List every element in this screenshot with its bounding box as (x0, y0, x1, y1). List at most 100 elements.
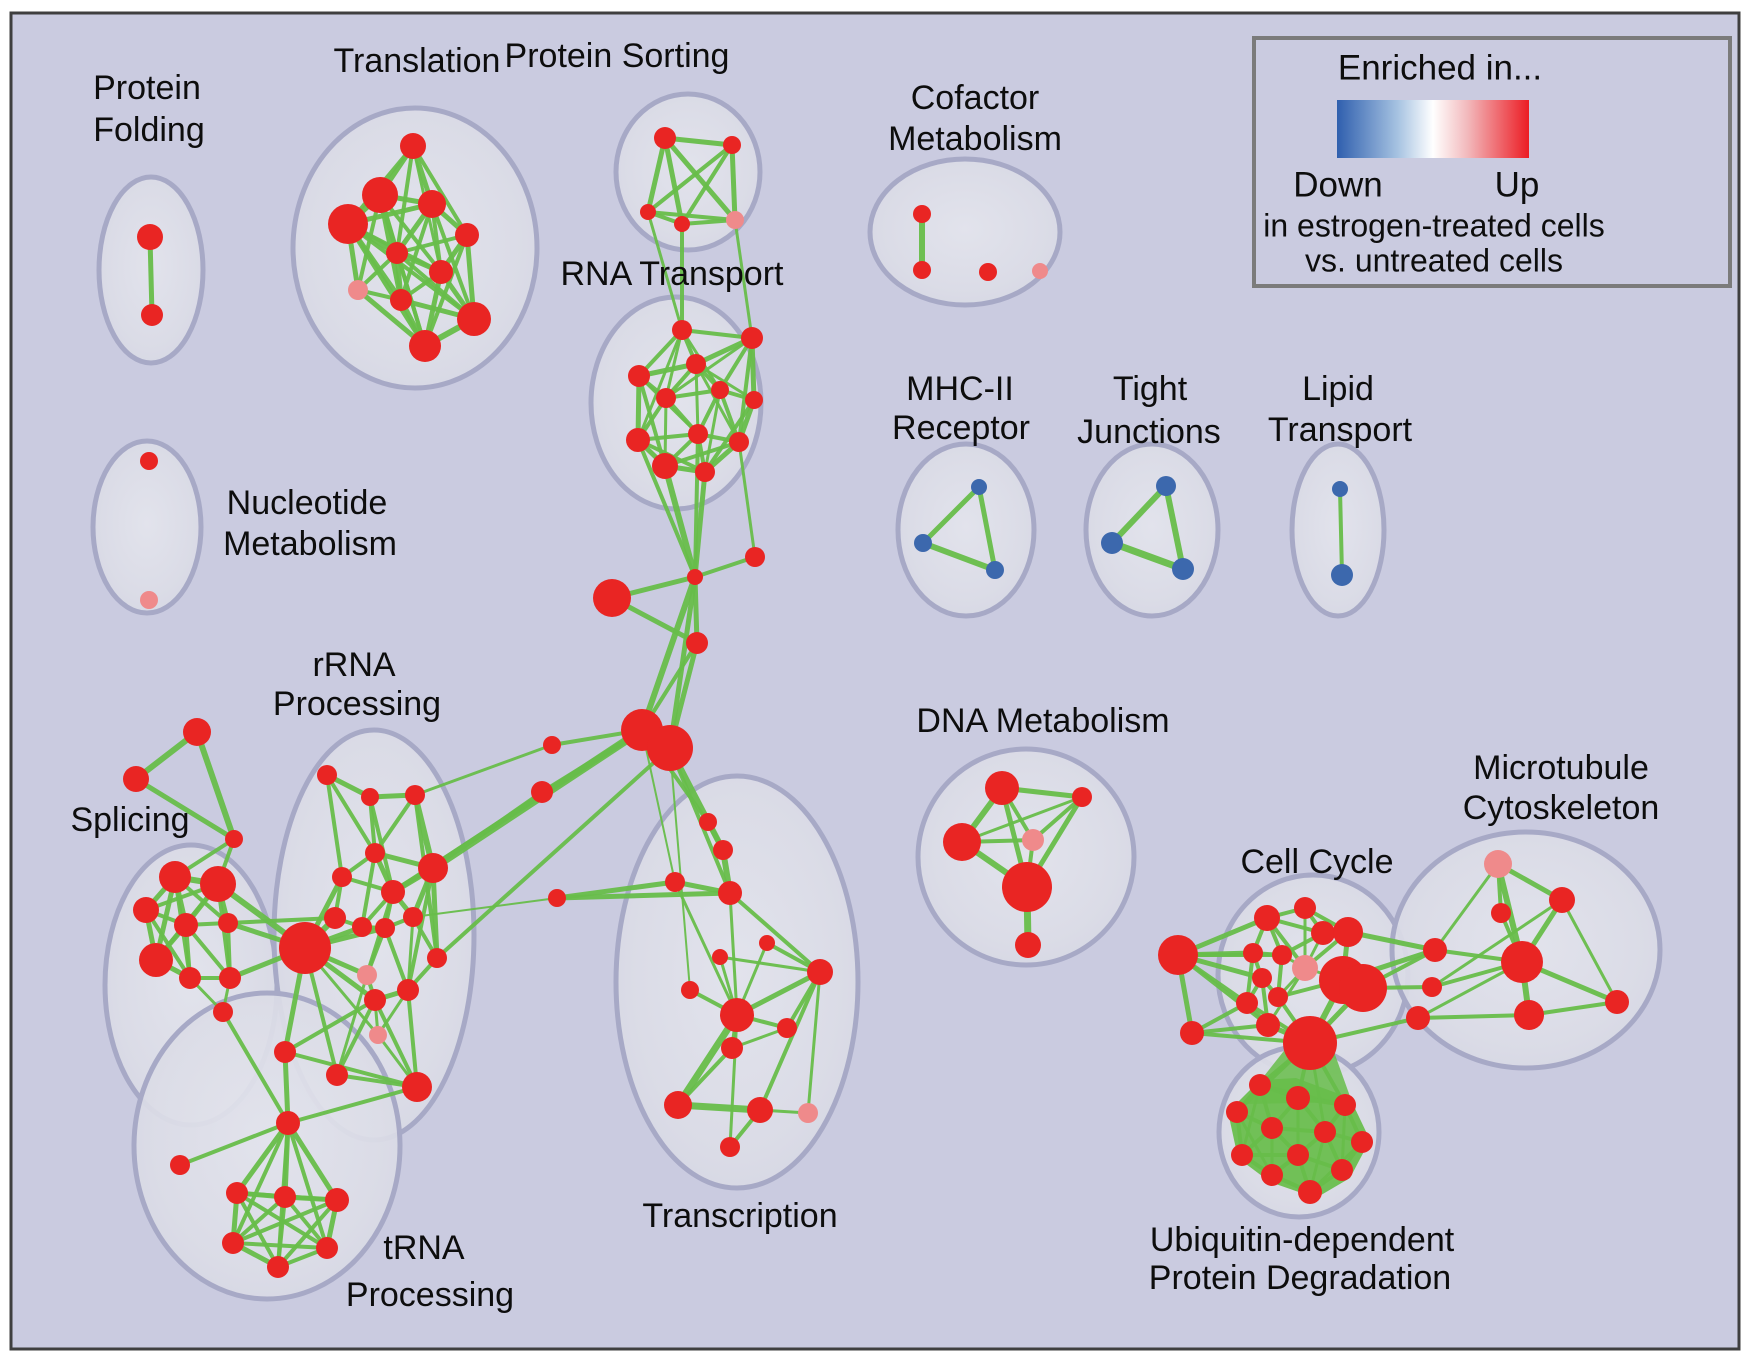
rrna-processing-edge (325, 773, 377, 855)
trna-processing-edge (276, 1198, 339, 1269)
trna-processing-node (226, 1182, 248, 1204)
transcription-label: Transcription (642, 1197, 837, 1235)
transcription-node (664, 1091, 692, 1119)
protein-sorting-label: Protein Sorting (505, 37, 730, 75)
nucleotide-metabolism-node (140, 452, 158, 470)
microtubule-node (1484, 850, 1512, 878)
trna-processing-node (316, 1237, 338, 1259)
splicing-node (159, 861, 191, 893)
rrna-processing-edge (373, 998, 419, 1089)
dna-metabolism-node (1022, 829, 1044, 851)
dna-metabolism-node (1072, 787, 1092, 807)
connectors-node (531, 781, 553, 803)
rrna-processing-edge (325, 773, 344, 879)
legend-subtitle-line1: in estrogen-treated cells (1263, 207, 1605, 243)
transcription-edge (728, 1013, 739, 1149)
cell-cycle-node (1268, 987, 1288, 1007)
rrna-processing-node (365, 843, 385, 863)
connectors-node (548, 889, 566, 907)
ubiquitin-node (1287, 1144, 1309, 1166)
connectors-node (647, 725, 693, 771)
transcription-node (665, 872, 685, 892)
transcription-edge (674, 1011, 741, 1109)
cofactor-metabolism-node (979, 263, 997, 281)
translation-node (400, 133, 426, 159)
trna-processing-edge (231, 1121, 290, 1245)
protein-sorting-to-rna-transport-edge (733, 218, 754, 340)
rna-transport-to-connectors-edge (636, 438, 697, 579)
rna-transport-edge (664, 336, 754, 400)
transcription-edge (718, 955, 822, 974)
mhc-receptor-node (986, 561, 1004, 579)
dna-metabolism-node (985, 771, 1019, 805)
cell-cycle-node (1339, 964, 1387, 1012)
ubiquitin-node (1286, 1086, 1310, 1110)
connectors-to-transcription-edge (669, 747, 691, 991)
protein-sorting-edge (680, 143, 734, 226)
ubiquitin-label: Ubiquitin-dependent (1150, 1221, 1455, 1259)
ubiquitin-node (1261, 1164, 1283, 1186)
rrna-processing-to-splicing-edge (226, 916, 337, 925)
rna-transport-node (652, 453, 678, 479)
translation-node (328, 204, 368, 244)
cell-cycle-node (1422, 977, 1442, 997)
protein-folding-edge (147, 234, 155, 318)
cell-cycle-node (1311, 921, 1335, 945)
connectors-to-rrna-processing-edge (431, 790, 544, 870)
rrna-processing-node (352, 917, 372, 937)
microtubule-label: Cytoskeleton (1463, 789, 1660, 827)
ubiquitin-node (1298, 1180, 1322, 1204)
rrna-processing-node (427, 948, 447, 968)
trna-processing-edge (286, 1121, 329, 1250)
rrna-processing-node (397, 979, 419, 1001)
transcription-node (798, 1103, 818, 1123)
microtubule-node (1491, 903, 1511, 923)
cell-cycle-node (1333, 917, 1363, 947)
protein-sorting-node (674, 216, 690, 232)
rrna-processing-node (402, 1072, 432, 1102)
dna-metabolism-label: DNA Metabolism (916, 702, 1169, 740)
cell-cycle-label: Cell Cycle (1240, 843, 1393, 881)
lipid-transport-edge (1338, 487, 1344, 577)
ubiquitin-node (1249, 1074, 1271, 1096)
tight-junctions-node (1101, 532, 1123, 554)
dna-metabolism-node (943, 823, 981, 861)
rrna-processing-node (375, 918, 395, 938)
legend-box (1252, 36, 1732, 288)
cell-cycle-node (1272, 945, 1292, 965)
cell-cycle-node (1423, 938, 1447, 962)
translation-edge (430, 202, 476, 321)
connectors-node (686, 632, 708, 654)
transcription-node (777, 1018, 797, 1038)
microtubule-label: Microtubule (1473, 749, 1649, 787)
rrna-processing-node (418, 853, 448, 883)
connectors-to-transcription-edge (554, 890, 733, 901)
trna-processing-edge (231, 1198, 339, 1245)
protein-sorting-edge (646, 210, 737, 222)
nucleotide-metabolism-label: Nucleotide (227, 484, 388, 522)
translation-node (386, 242, 408, 264)
transcription-node (718, 881, 742, 905)
ubiquitin-label: Protein Degradation (1149, 1259, 1451, 1297)
transcription-node (720, 1137, 740, 1157)
tight-junctions-node (1172, 558, 1194, 580)
nodes-layer (123, 127, 1629, 1278)
connectors-node (687, 569, 703, 585)
connectors-node (123, 766, 149, 792)
connectors-node (225, 830, 243, 848)
trna-processing-label: tRNA (383, 1229, 465, 1267)
connectors-to-rrna-processing-edge (413, 743, 554, 797)
trna-processing-to-rrna-processing-edge (286, 1085, 419, 1125)
connectors-edge (693, 555, 757, 579)
rrna-processing-node (324, 907, 346, 929)
connectors-edge (133, 776, 237, 842)
rna-transport-node (688, 424, 708, 444)
protein-folding-label: Folding (93, 111, 205, 149)
cell-cycle-node (1180, 1021, 1204, 1045)
transcription-edge (728, 891, 822, 974)
rna-transport-edge (703, 388, 722, 474)
translation-label: Translation (334, 42, 501, 80)
translation-node (457, 302, 491, 336)
